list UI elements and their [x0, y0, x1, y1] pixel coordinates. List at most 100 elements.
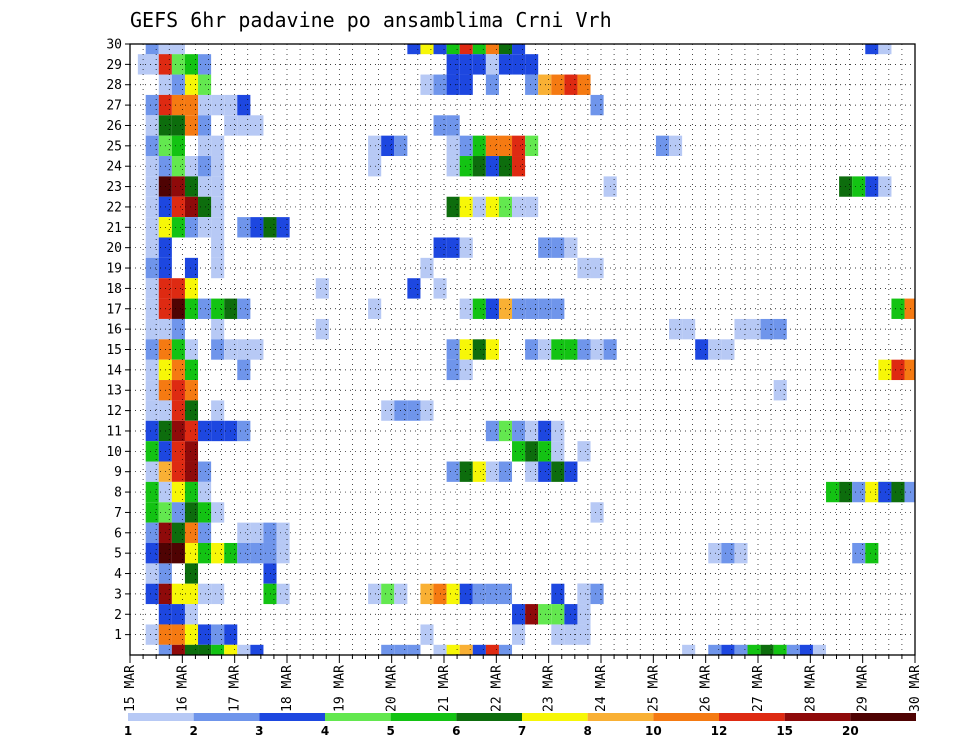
heatmap-cell: [865, 542, 879, 564]
heatmap-cell: [145, 298, 159, 319]
legend-swatch: [587, 713, 654, 721]
heatmap-cell: [263, 542, 277, 564]
heatmap-cell: [525, 196, 539, 218]
heatmap-cell: [485, 583, 499, 605]
heatmap-cell: [394, 644, 408, 655]
heatmap-cell: [198, 420, 212, 442]
heatmap-cell: [525, 339, 539, 360]
heatmap-cell: [485, 196, 499, 218]
heatmap-cell: [538, 339, 552, 360]
heatmap-cell: [237, 94, 251, 116]
heatmap-cell: [145, 420, 159, 442]
x-tick-label: 15 MAR: [123, 665, 138, 712]
heatmap-cell: [211, 339, 225, 360]
heatmap-cell: [904, 481, 915, 503]
heatmap-cell: [878, 481, 892, 503]
legend-label: 6: [452, 724, 460, 738]
heatmap-cell: [171, 318, 185, 340]
y-tick-label: 22: [106, 200, 122, 215]
heatmap-cell: [459, 156, 473, 177]
heatmap-cell: [446, 583, 460, 605]
heatmap-cell: [198, 624, 212, 645]
heatmap-cell: [184, 54, 199, 75]
heatmap-cell: [171, 604, 185, 625]
legend-label: 10: [645, 724, 662, 738]
heatmap-cell: [381, 400, 395, 421]
heatmap-cell: [590, 339, 604, 360]
legend-swatch: [784, 713, 851, 721]
heatmap-cell: [459, 237, 473, 258]
heatmap-cell: [145, 583, 159, 605]
heatmap-cell: [171, 400, 185, 421]
heatmap-cell: [407, 644, 421, 655]
heatmap-cell: [171, 380, 185, 401]
heatmap-cell: [250, 644, 264, 655]
heatmap-cell: [145, 217, 159, 238]
legend-swatch: [522, 713, 588, 721]
heatmap-cell: [538, 74, 552, 95]
heatmap-cell: [852, 542, 866, 564]
heatmap-cell: [198, 502, 212, 523]
heatmap-cell: [158, 44, 172, 55]
heatmap-cell: [446, 237, 460, 258]
heatmap-cell: [211, 257, 225, 279]
heatmap-cell: [446, 359, 460, 381]
y-tick-label: 4: [114, 567, 122, 582]
heatmap-cell: [420, 583, 434, 605]
heatmap-cell: [551, 298, 565, 319]
heatmap-cell: [577, 604, 591, 625]
heatmap-cell: [525, 604, 539, 625]
heatmap-cell: [407, 278, 421, 299]
heatmap-cell: [237, 644, 251, 655]
heatmap-cell: [145, 237, 159, 258]
heatmap-cell: [211, 624, 225, 645]
heatmap-cell: [512, 298, 526, 319]
heatmap-cell: [577, 441, 591, 462]
heatmap-cell: [211, 318, 225, 340]
heatmap-cell: [145, 542, 159, 564]
heatmap-cell: [171, 522, 185, 543]
heatmap-cell: [263, 522, 277, 543]
heatmap-cell: [171, 420, 185, 442]
heatmap-cell: [276, 217, 290, 238]
heatmap-cell: [420, 400, 434, 421]
heatmap-cell: [446, 74, 460, 95]
heatmap-cell: [224, 644, 238, 655]
heatmap-cell: [852, 481, 866, 503]
y-tick-label: 17: [106, 302, 122, 317]
heatmap-cell: [472, 156, 486, 177]
heatmap-cell: [184, 94, 199, 116]
heatmap-cell: [865, 481, 879, 503]
heatmap-cell: [512, 441, 526, 462]
heatmap-cell: [708, 644, 722, 655]
y-tick-label: 2: [114, 608, 122, 623]
y-tick-label: 30: [106, 38, 122, 53]
heatmap-cell: [878, 44, 892, 55]
heatmap-cell: [512, 196, 526, 218]
heatmap-cell: [184, 298, 199, 319]
heatmap-cell: [145, 481, 159, 503]
heatmap-cell: [551, 624, 565, 645]
y-tick-label: 7: [114, 506, 122, 521]
heatmap-cell: [485, 461, 499, 482]
heatmap-cell: [891, 359, 905, 381]
heatmap-cell: [211, 542, 225, 564]
heatmap-cell: [865, 176, 879, 197]
heatmap-cell: [184, 115, 199, 136]
heatmap-cell: [198, 217, 212, 238]
y-tick-label: 11: [106, 424, 122, 439]
heatmap-cell: [237, 522, 251, 543]
heatmap-cell: [237, 542, 251, 564]
legend-label: 12: [711, 724, 728, 738]
heatmap-cell: [184, 217, 199, 238]
x-tick-label: 26 MAR: [699, 665, 714, 712]
heatmap-cell: [368, 156, 382, 177]
heatmap-cell: [315, 278, 329, 299]
heatmap-cell: [525, 135, 539, 157]
heatmap-cell: [826, 481, 840, 503]
heatmap-cell: [721, 339, 735, 360]
heatmap-cell: [446, 461, 460, 482]
heatmap-cell: [184, 624, 199, 645]
heatmap-cell: [512, 54, 526, 75]
heatmap-cell: [551, 339, 565, 360]
